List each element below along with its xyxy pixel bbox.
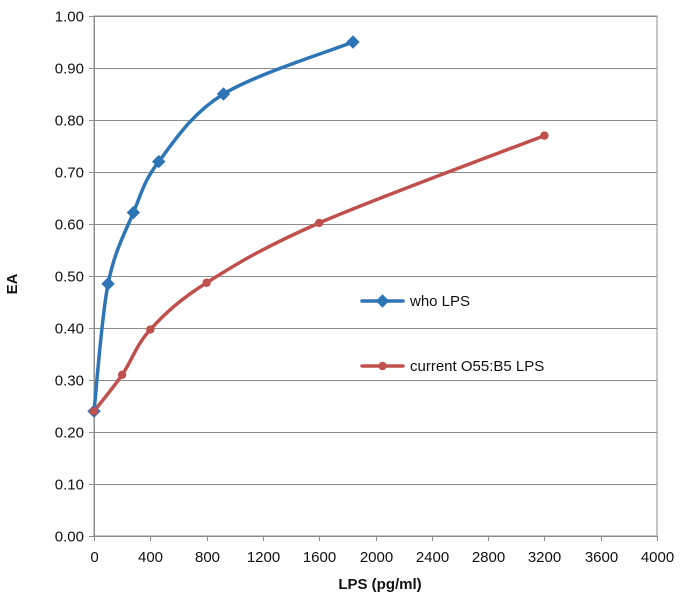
x-tick-label: 3200	[528, 549, 561, 566]
legend-label: who LPS	[409, 293, 470, 310]
x-axis-title: LPS (pg/ml)	[338, 576, 421, 593]
data-point-series-2	[540, 131, 549, 140]
axes	[89, 16, 658, 541]
series-markers	[87, 35, 549, 418]
data-point-series-2	[315, 218, 324, 228]
y-axis-title: EA	[4, 273, 21, 294]
x-tick-label: 3600	[585, 549, 618, 566]
data-point-series-2	[89, 407, 99, 416]
x-tick-label: 400	[138, 549, 163, 566]
y-tick-label: 0.60	[55, 217, 84, 234]
x-tick-label: 1200	[247, 549, 280, 566]
x-tick-label: 1600	[303, 549, 336, 566]
data-point-series-1	[152, 154, 166, 169]
y-tick-label: 0.10	[55, 477, 84, 494]
legend-swatch-marker	[375, 294, 390, 308]
gridlines	[93, 15, 658, 537]
x-tick-labels: 0 400 800 1200 1600 2000 2400 2800 3200 3600 4000	[90, 549, 674, 566]
y-tick-label: 0.90	[55, 61, 84, 78]
data-point-series-1	[216, 87, 231, 101]
x-tick-label: 2800	[472, 549, 505, 566]
data-point-series-1	[101, 277, 115, 291]
y-tick-label: 0.30	[55, 373, 84, 390]
x-tick-label: 800	[195, 549, 220, 566]
x-tick-label: 2400	[416, 549, 449, 566]
x-tick-label: 4000	[641, 549, 674, 566]
x-tick-label: 0	[90, 549, 98, 566]
legend-swatch-marker	[378, 361, 387, 371]
data-point-series-2	[117, 370, 127, 379]
data-point-series-1	[346, 35, 360, 49]
y-tick-label: 0.70	[55, 165, 84, 182]
legend: who LPS current O55:B5 LPS	[360, 293, 544, 375]
data-point-series-1	[126, 205, 141, 220]
y-tick-label: 0.40	[55, 321, 84, 338]
y-tick-label: 0.20	[55, 425, 84, 442]
y-tick-label: 1.00	[55, 9, 84, 26]
data-point-series-2	[146, 325, 155, 334]
series-line-1	[92, 40, 355, 413]
legend-label: current O55:B5 LPS	[410, 358, 544, 375]
y-tick-label: 0.00	[55, 529, 84, 546]
y-tick-label: 0.50	[55, 269, 84, 286]
x-tick-label: 2000	[360, 549, 393, 566]
y-tick-label: 0.80	[55, 113, 84, 130]
data-point-series-2	[202, 278, 211, 287]
y-tick-labels: 0.00 0.10 0.20 0.30 0.40 0.50 0.60 0.70 0.80 0.90…	[55, 9, 84, 546]
